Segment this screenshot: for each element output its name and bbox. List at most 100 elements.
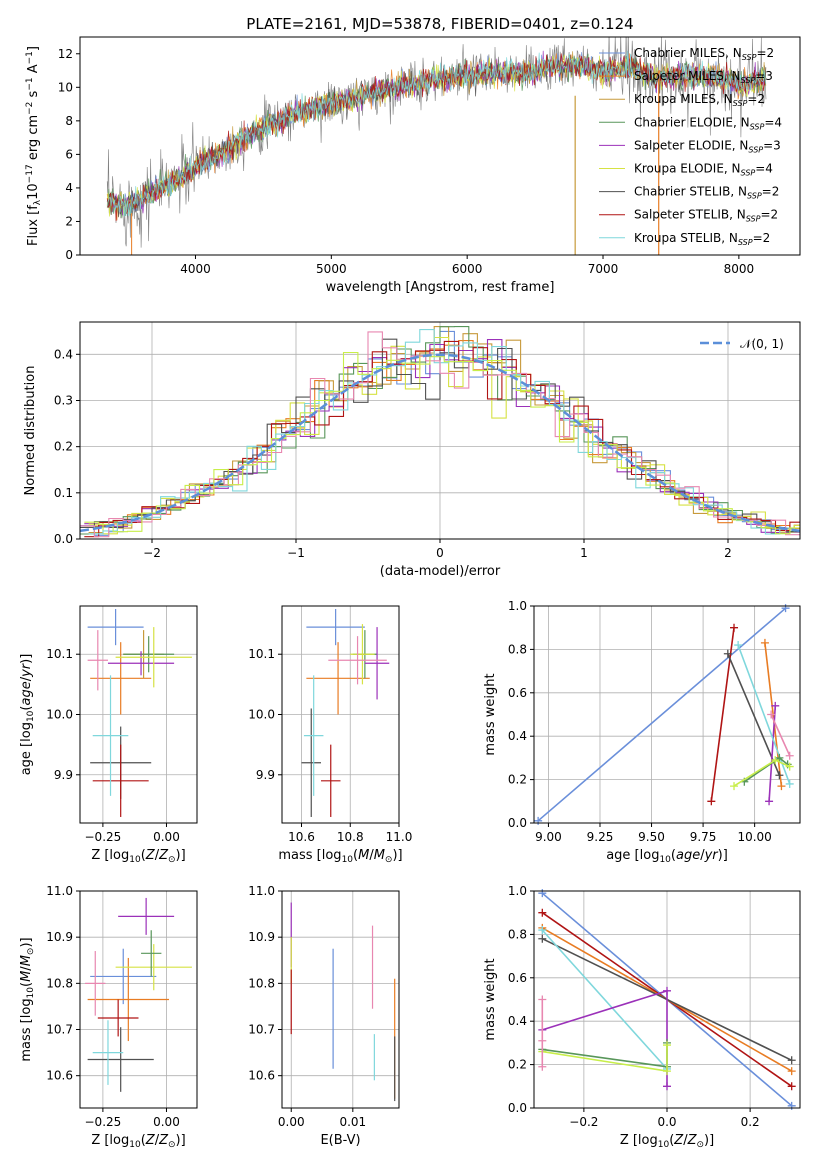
weight-marker-2-0 — [707, 797, 716, 806]
mass-vs-ebv-axes: 0.00 0.01 10.6 10.7 10.8 10.9 11.0 — [248, 884, 399, 1129]
mass-weight-vs-Z-xlabel: Z [log10​(Z/Z⊙​)] — [620, 1133, 714, 1150]
x-tick-label: 8000 — [724, 262, 755, 276]
x-tick-label: −0.25 — [85, 1115, 122, 1129]
mass-weight-vs-Z-frame — [533, 890, 801, 1109]
mass-weight-vs-age-lines — [534, 604, 794, 825]
mass-weight-vs-Z-ylabel: mass weight — [483, 958, 498, 1040]
x-tick-label: 0.00 — [153, 830, 180, 844]
y-tick-label: 10.7 — [46, 1023, 73, 1037]
x-tick-label: 0 — [436, 546, 444, 560]
y-tick-label: 0.0 — [508, 1101, 527, 1115]
x-tick-label: −0.2 — [569, 1115, 598, 1129]
x-tick-label: 1 — [580, 546, 588, 560]
age-vs-mass-frame — [281, 605, 400, 824]
spectrum-ylabel: Flux [fλ​10−17​ erg cm−2​ s−1​ A−1​] — [25, 46, 43, 246]
normal-pdf-line — [79, 353, 801, 533]
age-vs-Z-xlabel: Z [log10​(Z/Z⊙​)] — [91, 848, 185, 865]
x-tick-label: 9.75 — [690, 830, 717, 844]
hist-step-line-8 — [88, 329, 800, 535]
x-tick-label: 2 — [724, 546, 732, 560]
y-tick-label: 10.0 — [248, 708, 275, 722]
y-tick-label: 1.0 — [508, 884, 527, 898]
y-tick-label: 0.0 — [54, 532, 73, 546]
y-tick-label: 9.9 — [256, 768, 275, 782]
weight-marker-2-1 — [730, 623, 739, 632]
legend-label-8: Kroupa STELIB, NSSP=2 — [634, 231, 770, 247]
legend-label-0: Chabrier MILES, NSSP=2 — [634, 46, 774, 62]
x-tick-label: 9.50 — [638, 830, 665, 844]
mass-weight-vs-Z-axes: −0.2 0.0 0.2 0.0 0.2 0.4 0.6 0.8 1.0 — [508, 884, 800, 1129]
weight-marker-1-0 — [760, 638, 769, 647]
y-tick-label: 10.8 — [248, 976, 275, 990]
y-tick-label: 11.0 — [46, 884, 73, 898]
x-tick-label: 0.2 — [741, 1115, 760, 1129]
mass-vs-Z-ylabel: mass [log10​(M/M⊙​)] — [19, 937, 36, 1061]
weight-line-0 — [537, 607, 787, 822]
y-tick-label: 0.1 — [54, 486, 73, 500]
y-tick-label: 10.6 — [248, 1069, 275, 1083]
x-tick-label: −2 — [143, 546, 161, 560]
x-tick-label: 0.00 — [153, 1115, 180, 1129]
weight-marker-8-2 — [538, 1062, 547, 1071]
legend-label-3: Chabrier ELODIE, NSSP=4 — [634, 115, 782, 131]
weight-line-5 — [737, 644, 791, 785]
weight-marker-4-0 — [765, 797, 774, 806]
weight-marker-8-0 — [730, 782, 739, 791]
y-tick-label: 10 — [58, 80, 73, 94]
weight-marker-6-0 — [767, 710, 776, 719]
weight-marker-7-1 — [663, 1067, 671, 1076]
legend-normal-label: 𝒩(0, 1) — [740, 337, 784, 351]
weight-marker-6-1 — [785, 751, 794, 760]
y-tick-label: 10.8 — [46, 976, 73, 990]
spectrum-model-line-8 — [106, 50, 767, 217]
x-tick-label: 11.0 — [386, 830, 413, 844]
spectrum-model-line-7 — [106, 53, 767, 222]
x-tick-label: 0.0 — [657, 1115, 676, 1129]
legend-label-5: Kroupa ELODIE, NSSP=4 — [634, 162, 773, 178]
y-tick-label: 0.4 — [508, 729, 527, 743]
mass-weight-vs-Z-lines — [538, 889, 796, 1110]
legend-label-7: Salpeter STELIB, NSSP=2 — [634, 208, 778, 224]
y-tick-label: 11.0 — [248, 884, 275, 898]
weight-marker-1-1 — [777, 782, 786, 791]
x-tick-label: 9.00 — [535, 830, 562, 844]
mass-vs-ebv-points — [290, 902, 396, 1102]
residual-xlabel: (data-model)/error — [380, 564, 501, 579]
mass-vs-ebv-frame — [281, 890, 400, 1109]
y-tick-label: 0.6 — [508, 971, 527, 985]
age-vs-Z-ylabel: age [log10​(age/yr)] — [19, 654, 36, 776]
y-tick-label: 9.9 — [54, 768, 73, 782]
weight-marker-8-0 — [538, 995, 547, 1004]
legend-label-4: Salpeter ELODIE, NSSP=3 — [634, 138, 781, 154]
y-tick-label: 10.7 — [248, 1023, 275, 1037]
hist-step-line-7 — [84, 340, 800, 538]
y-tick-label: 0.8 — [508, 642, 527, 656]
x-tick-label: 0.01 — [339, 1115, 366, 1129]
weight-marker-5-1 — [663, 986, 671, 995]
weight-marker-5-2 — [663, 1082, 671, 1091]
y-tick-label: 0.2 — [508, 773, 527, 787]
x-tick-label: 7000 — [588, 262, 619, 276]
x-tick-label: −1 — [287, 546, 305, 560]
x-tick-label: 0.00 — [278, 1115, 305, 1129]
age-vs-Z-frame — [79, 605, 198, 824]
legend-label-6: Chabrier STELIB, NSSP=2 — [634, 185, 779, 201]
residual-hist-frame — [79, 321, 801, 540]
weight-marker-7-2 — [663, 1041, 671, 1050]
y-tick-label: 0 — [65, 248, 73, 262]
weight-marker-8-2 — [785, 762, 794, 771]
weight-marker-5-0 — [734, 641, 743, 650]
mass-weight-vs-age-frame — [533, 605, 801, 824]
mass-vs-Z-xlabel: Z [log10​(Z/Z⊙​)] — [91, 1133, 185, 1150]
weight-line-6 — [770, 714, 791, 757]
y-tick-label: 0.2 — [54, 440, 73, 454]
spectrum-legend: Chabrier MILES, NSSP=2 Salpeter MILES, NS… — [599, 46, 782, 247]
x-tick-label: −0.25 — [85, 830, 122, 844]
spectrum-lines — [106, 37, 767, 255]
y-tick-label: 10.9 — [46, 930, 73, 944]
y-tick-label: 0.0 — [508, 816, 527, 830]
residual-hist-axes: −2 −1 0 1 2 0.0 0.1 0.2 0.3 0.4 — [54, 322, 800, 560]
weight-marker-3-0 — [723, 649, 732, 658]
age-vs-Z-points — [87, 609, 192, 817]
